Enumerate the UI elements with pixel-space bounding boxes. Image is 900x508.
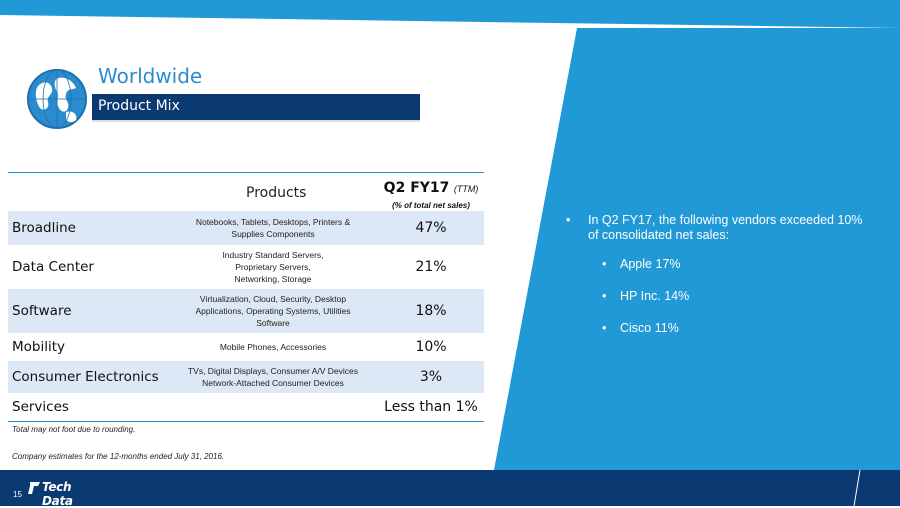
row-description: TVs, Digital Displays, Consumer A/V Devi… xyxy=(168,365,378,389)
row-description: Mobile Phones, Accessories xyxy=(168,341,378,353)
description-line: Industry Standard Servers, xyxy=(222,250,324,260)
right-blue-panel xyxy=(494,28,900,470)
row-description: Notebooks, Tablets, Desktops, Printers &… xyxy=(168,216,378,240)
slide-subtitle: Product Mix xyxy=(98,98,180,114)
row-percent: 3% xyxy=(419,369,443,385)
description-line: Mobile Phones, Accessories xyxy=(219,342,327,352)
row-percent: 10% xyxy=(415,339,447,355)
table-row: Consumer Electronics TVs, Digital Displa… xyxy=(8,361,484,393)
row-category: Mobility xyxy=(12,339,66,355)
row-percent: 47% xyxy=(415,220,447,236)
row-percent: Less than 1% xyxy=(384,399,478,415)
tech-data-logo: Tech Data xyxy=(28,479,104,508)
table-row: Mobility Mobile Phones, Accessories 10% xyxy=(8,333,484,361)
header-ttm: (TTM) xyxy=(453,184,479,194)
top-accent-band xyxy=(0,0,900,28)
header-products: Products xyxy=(246,185,307,201)
bullet-main: In Q2 FY17, the following vendors exceed… xyxy=(566,213,866,243)
footnote-estimates: Company estimates for the 12-months ende… xyxy=(12,452,225,461)
slide-title: Worldwide xyxy=(98,64,203,88)
bottom-navy-band xyxy=(0,470,900,506)
table-row: Broadline Notebooks, Tablets, Desktops, … xyxy=(8,211,484,245)
description-line: Software xyxy=(256,318,290,328)
row-percent: 18% xyxy=(415,303,447,319)
globe-icon xyxy=(27,69,87,129)
row-category: Consumer Electronics xyxy=(12,369,159,385)
row-description: Virtualization, Cloud, Security, Desktop… xyxy=(168,293,378,329)
description-line: Supplies Components xyxy=(231,229,315,239)
subtitle-bar: Product Mix xyxy=(92,94,420,122)
header-period-column: Q2 FY17 (TTM) (% of total net sales) xyxy=(378,179,484,210)
bullet-vendor: Apple 17% xyxy=(602,257,866,272)
row-category: Services xyxy=(12,399,69,415)
row-category: Data Center xyxy=(12,259,94,275)
header-period: Q2 FY17 xyxy=(383,180,450,196)
header-unit: (% of total net sales) xyxy=(392,201,470,210)
description-line: Proprietary Servers, xyxy=(235,262,311,272)
table-header: Products Q2 FY17 (TTM) (% of total net s… xyxy=(8,172,484,211)
table-row: Services Less than 1% xyxy=(8,393,484,422)
bullet-vendor: Cisco 11% xyxy=(602,321,866,336)
vendor-bullets: In Q2 FY17, the following vendors exceed… xyxy=(566,213,866,336)
description-line: Networking, Storage xyxy=(234,274,312,284)
description-line: Applications, Operating Systems, Utiliti… xyxy=(195,306,351,316)
footnote-rounding: Total may not foot due to rounding. xyxy=(12,425,136,434)
table-row: Data Center Industry Standard Servers, P… xyxy=(8,245,484,289)
description-line: TVs, Digital Displays, Consumer A/V Devi… xyxy=(187,366,359,376)
row-percent: 21% xyxy=(415,259,447,275)
footer-divider xyxy=(853,469,861,506)
tech-data-logo-mark-icon xyxy=(28,482,40,494)
row-category: Software xyxy=(12,303,72,319)
bullet-vendor: HP Inc. 14% xyxy=(602,289,866,304)
row-description: Industry Standard Servers, Proprietary S… xyxy=(168,249,378,285)
table-row: Software Virtualization, Cloud, Security… xyxy=(8,289,484,333)
page-number: 15 xyxy=(13,490,22,499)
description-line: Notebooks, Tablets, Desktops, Printers & xyxy=(195,217,351,227)
product-mix-table: Products Q2 FY17 (TTM) (% of total net s… xyxy=(8,172,484,422)
description-line: Network-Attached Consumer Devices xyxy=(202,378,344,388)
row-category: Broadline xyxy=(12,220,76,236)
description-line: Virtualization, Cloud, Security, Desktop xyxy=(199,294,347,304)
logo-text: Tech Data xyxy=(42,480,73,508)
